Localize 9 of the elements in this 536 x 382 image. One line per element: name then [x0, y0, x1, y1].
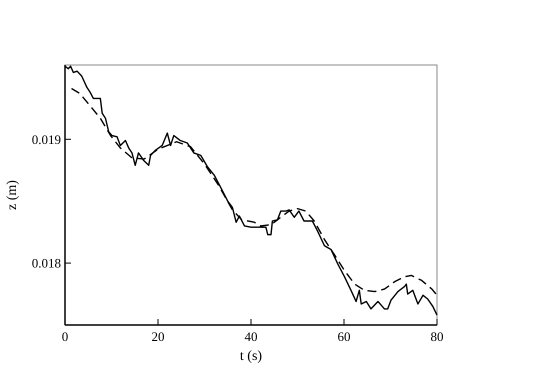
x-tick-label: 60 — [338, 329, 350, 344]
y-tick-label: 0.019 — [32, 132, 61, 147]
x-tick-label: 80 — [430, 329, 444, 344]
y-axis-title: z (m) — [5, 180, 20, 210]
x-axis-title: t (s) — [240, 349, 262, 364]
y-tick-label: 0.018 — [32, 256, 61, 271]
x-tick-label: 20 — [152, 329, 164, 344]
x-tick-label: 0 — [62, 329, 68, 344]
x-tick-label: 40 — [244, 329, 258, 344]
